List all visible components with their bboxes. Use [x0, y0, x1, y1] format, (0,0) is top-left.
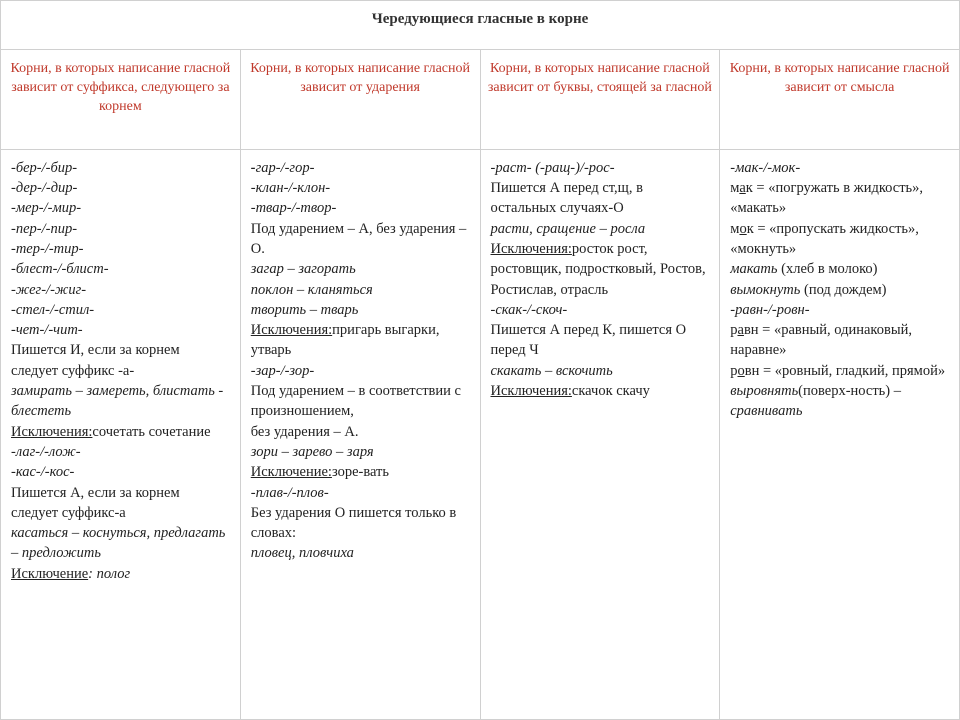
cell-meaning: -мак-/-мок- мак = «погружать в жидкость»…: [720, 149, 960, 719]
example: поклон – кланяться: [251, 280, 470, 300]
exception-line: Исключения:сочетать сочетание: [11, 422, 230, 442]
exception-label: Исключение:: [251, 464, 332, 480]
rule-text: Пишется А, если за корнем следует суффик…: [11, 483, 230, 524]
exception-line: Исключения:скачок скачу: [491, 381, 710, 401]
t: о: [738, 363, 745, 379]
cell-suffix: -бер-/-бир- -дер-/-дир- -мер-/-мир- -пер…: [1, 149, 241, 719]
exception-label: Исключения:: [491, 383, 572, 399]
t: (поверх-ность) –: [798, 383, 901, 399]
t: вн = «равный, одинаковый, наравне»: [730, 322, 912, 358]
exception-text: : полог: [88, 566, 130, 582]
t: к = «погружать в жидкость», «макать»: [730, 180, 923, 216]
exception-line: Исключение:зоре-вать: [251, 462, 470, 482]
meaning-line: мок = «пропускать жидкость», «мокнуть»: [730, 219, 949, 260]
col-header-3: Корни, в которых написание гласной завис…: [720, 49, 960, 149]
root-pair: -мер-/-мир-: [11, 198, 230, 218]
root-pair: -бер-/-бир-: [11, 158, 230, 178]
t: (хлеб в молоко): [778, 261, 878, 277]
root-pair: -мак-/-мок-: [730, 158, 949, 178]
col-header-2: Корни, в которых написание гласной завис…: [480, 49, 720, 149]
exception-line: Исключение: полог: [11, 564, 230, 584]
t: р: [730, 322, 737, 338]
rule-text: Пишется А перед ст,щ, в остальных случая…: [491, 178, 710, 219]
root-pair: -твар-/-твор-: [251, 198, 470, 218]
header-row: Корни, в которых написание гласной завис…: [1, 49, 960, 149]
t: вн = «ровный, гладкий, прямой»: [745, 363, 945, 379]
exception-text: скачок скачу: [572, 383, 650, 399]
example-line: макать (хлеб в молоко): [730, 259, 949, 279]
example: скакать – вскочить: [491, 361, 710, 381]
root-pair: -стел-/-стил-: [11, 300, 230, 320]
example: расти, сращение – росла: [491, 219, 710, 239]
rule-text: Под ударением – в соответствии с произно…: [251, 381, 470, 422]
col-header-0: Корни, в которых написание гласной завис…: [1, 49, 241, 149]
root-pair: -лаг-/-лож-: [11, 442, 230, 462]
root-pair: -кас-/-кос-: [11, 462, 230, 482]
root-text: гар-/-гор-: [256, 160, 315, 176]
root-pair: -плав-/-плов-: [251, 483, 470, 503]
root-pair: -чет-/-чит-: [11, 320, 230, 340]
example: зори – зарево – заря: [251, 442, 470, 462]
main-table: Чередующиеся гласные в корне Корни, в ко…: [0, 0, 960, 720]
root-pair: -дер-/-дир-: [11, 178, 230, 198]
cell-letter: -раст- (-ращ-)/-рос- Пишется А перед ст,…: [480, 149, 720, 719]
root-pair: -блест-/-блист-: [11, 259, 230, 279]
example: макать: [730, 261, 777, 277]
root-pair: -раст- (-ращ-)/-рос-: [491, 158, 710, 178]
t: к = «пропускать жидкость», «мокнуть»: [730, 221, 919, 257]
exception-label: Исключения:: [491, 241, 572, 257]
t: р: [730, 363, 737, 379]
rule-text: Пишется А перед К, пишется О перед Ч: [491, 320, 710, 361]
example: выровнять: [730, 383, 798, 399]
root-pair: -скак-/-скоч-: [491, 300, 710, 320]
cell-stress: -гар-/-гор- -клан-/-клон- -твар-/-твор- …: [240, 149, 480, 719]
rule-text: Без ударения О пишется только в словах:: [251, 503, 470, 544]
body-row: -бер-/-бир- -дер-/-дир- -мер-/-мир- -пер…: [1, 149, 960, 719]
root-pair: -тер-/-тир-: [11, 239, 230, 259]
meaning-line: мак = «погружать в жидкость», «макать»: [730, 178, 949, 219]
example: загар – загорать: [251, 259, 470, 279]
root-pair: -пер-/-пир-: [11, 219, 230, 239]
t: м: [730, 180, 739, 196]
title-row: Чередующиеся гласные в корне: [1, 1, 960, 50]
example: сравнивать: [730, 403, 802, 419]
exception-label: Исключения:: [251, 322, 332, 338]
exception-text: сочетать сочетание: [92, 424, 210, 440]
root-pair: -зар-/-зор-: [251, 361, 470, 381]
example: творить – тварь: [251, 300, 470, 320]
t: о: [739, 221, 746, 237]
meaning-line: ровн = «ровный, гладкий, прямой»: [730, 361, 949, 381]
root-pair: -клан-/-клон-: [251, 178, 470, 198]
root-pair: -равн-/-ровн-: [730, 300, 949, 320]
example: касаться – коснуться, предлагать – предл…: [11, 523, 230, 564]
example: вымокнуть: [730, 282, 800, 298]
exception-text: зоре-вать: [332, 464, 389, 480]
exception-label: Исключение: [11, 566, 88, 582]
example-line: вымокнуть (под дождем): [730, 280, 949, 300]
rule-text: Под ударением – А, без ударения – О.: [251, 219, 470, 260]
root-pair: -гар-/-гор-: [251, 158, 470, 178]
example: замирать – замереть, блистать - блестеть: [11, 381, 230, 422]
example-line: выровнять(поверх-ность) – сравнивать: [730, 381, 949, 422]
meaning-line: равн = «равный, одинаковый, наравне»: [730, 320, 949, 361]
rule-text: Пишется И, если за корнем следует суффик…: [11, 340, 230, 381]
t: (под дождем): [800, 282, 886, 298]
example: пловец, пловчиха: [251, 543, 470, 563]
root-pair: -жег-/-жиг-: [11, 280, 230, 300]
exception-label: Исключения:: [11, 424, 92, 440]
exception-line: Исключения:пригарь выгарки, утварь: [251, 320, 470, 361]
col-header-1: Корни, в которых написание гласной завис…: [240, 49, 480, 149]
exception-line: Исключения:росток рост, ростовщик, подро…: [491, 239, 710, 300]
rule-text: без ударения – А.: [251, 422, 470, 442]
table-title: Чередующиеся гласные в корне: [1, 1, 960, 50]
